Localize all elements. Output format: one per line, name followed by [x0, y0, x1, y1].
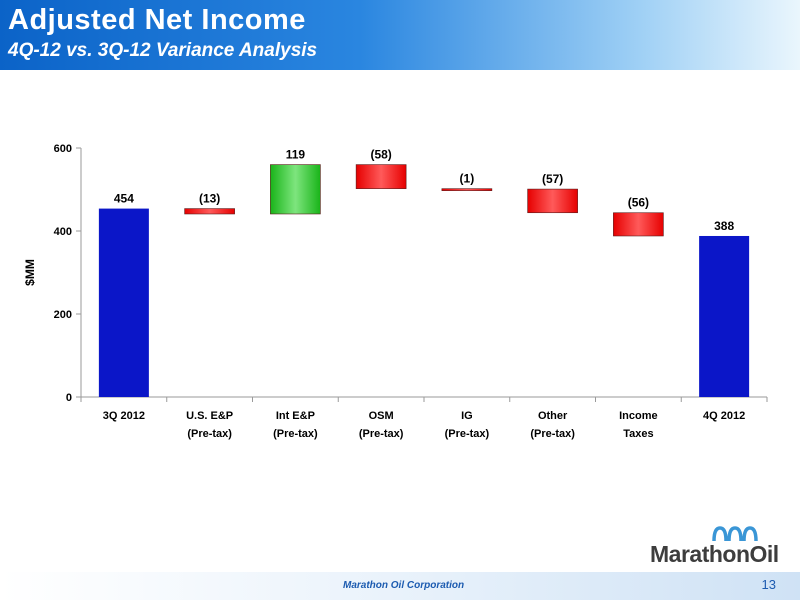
- bar: [527, 188, 578, 214]
- bar: [270, 164, 321, 215]
- category-label: (Pre-tax): [359, 428, 404, 440]
- y-tick-label: 600: [54, 143, 72, 155]
- y-tick-label: 200: [54, 309, 72, 321]
- data-label: 119: [286, 148, 306, 162]
- slide-subtitle: 4Q-12 vs. 3Q-12 Variance Analysis: [8, 40, 318, 61]
- footer-company: Marathon Oil Corporation: [343, 580, 465, 591]
- category-label: OSM: [369, 410, 394, 422]
- data-label: (56): [628, 196, 649, 210]
- page-number: 13: [761, 577, 776, 592]
- category-label: (Pre-tax): [187, 428, 232, 440]
- bar: [98, 208, 149, 397]
- category-label: Int E&P: [276, 410, 315, 422]
- category-label: 3Q 2012: [103, 410, 145, 422]
- bar: [184, 208, 235, 215]
- category-label: 4Q 2012: [703, 410, 745, 422]
- category-label: (Pre-tax): [530, 428, 575, 440]
- data-label: (13): [199, 192, 220, 206]
- category-label: (Pre-tax): [445, 428, 490, 440]
- category-label: IG: [461, 410, 473, 422]
- category-label: (Pre-tax): [273, 428, 318, 440]
- bar: [613, 212, 664, 237]
- data-label: 388: [714, 219, 734, 233]
- category-label: Taxes: [623, 428, 653, 440]
- data-label: (58): [370, 148, 391, 162]
- data-label: 454: [114, 192, 134, 206]
- bar: [355, 164, 407, 189]
- y-axis-title: $MM: [23, 259, 37, 286]
- data-label: (57): [542, 172, 563, 186]
- data-label: (1): [460, 172, 475, 186]
- slide-header: Adjusted Net Income 4Q-12 vs. 3Q-12 Vari…: [0, 0, 800, 70]
- marathon-oil-logo: MarathonOil: [650, 525, 790, 569]
- footer-bar: [0, 572, 800, 600]
- category-label: Income: [619, 410, 658, 422]
- slide-title: Adjusted Net Income: [8, 4, 306, 36]
- bar: [441, 188, 493, 191]
- y-tick-label: 0: [66, 392, 72, 404]
- category-label: Other: [538, 410, 568, 422]
- category-label: U.S. E&P: [186, 410, 233, 422]
- logo-mark-icon: [712, 526, 758, 542]
- logo-wordmark: MarathonOil: [650, 541, 779, 567]
- bar: [699, 235, 750, 397]
- y-tick-label: 400: [54, 226, 72, 238]
